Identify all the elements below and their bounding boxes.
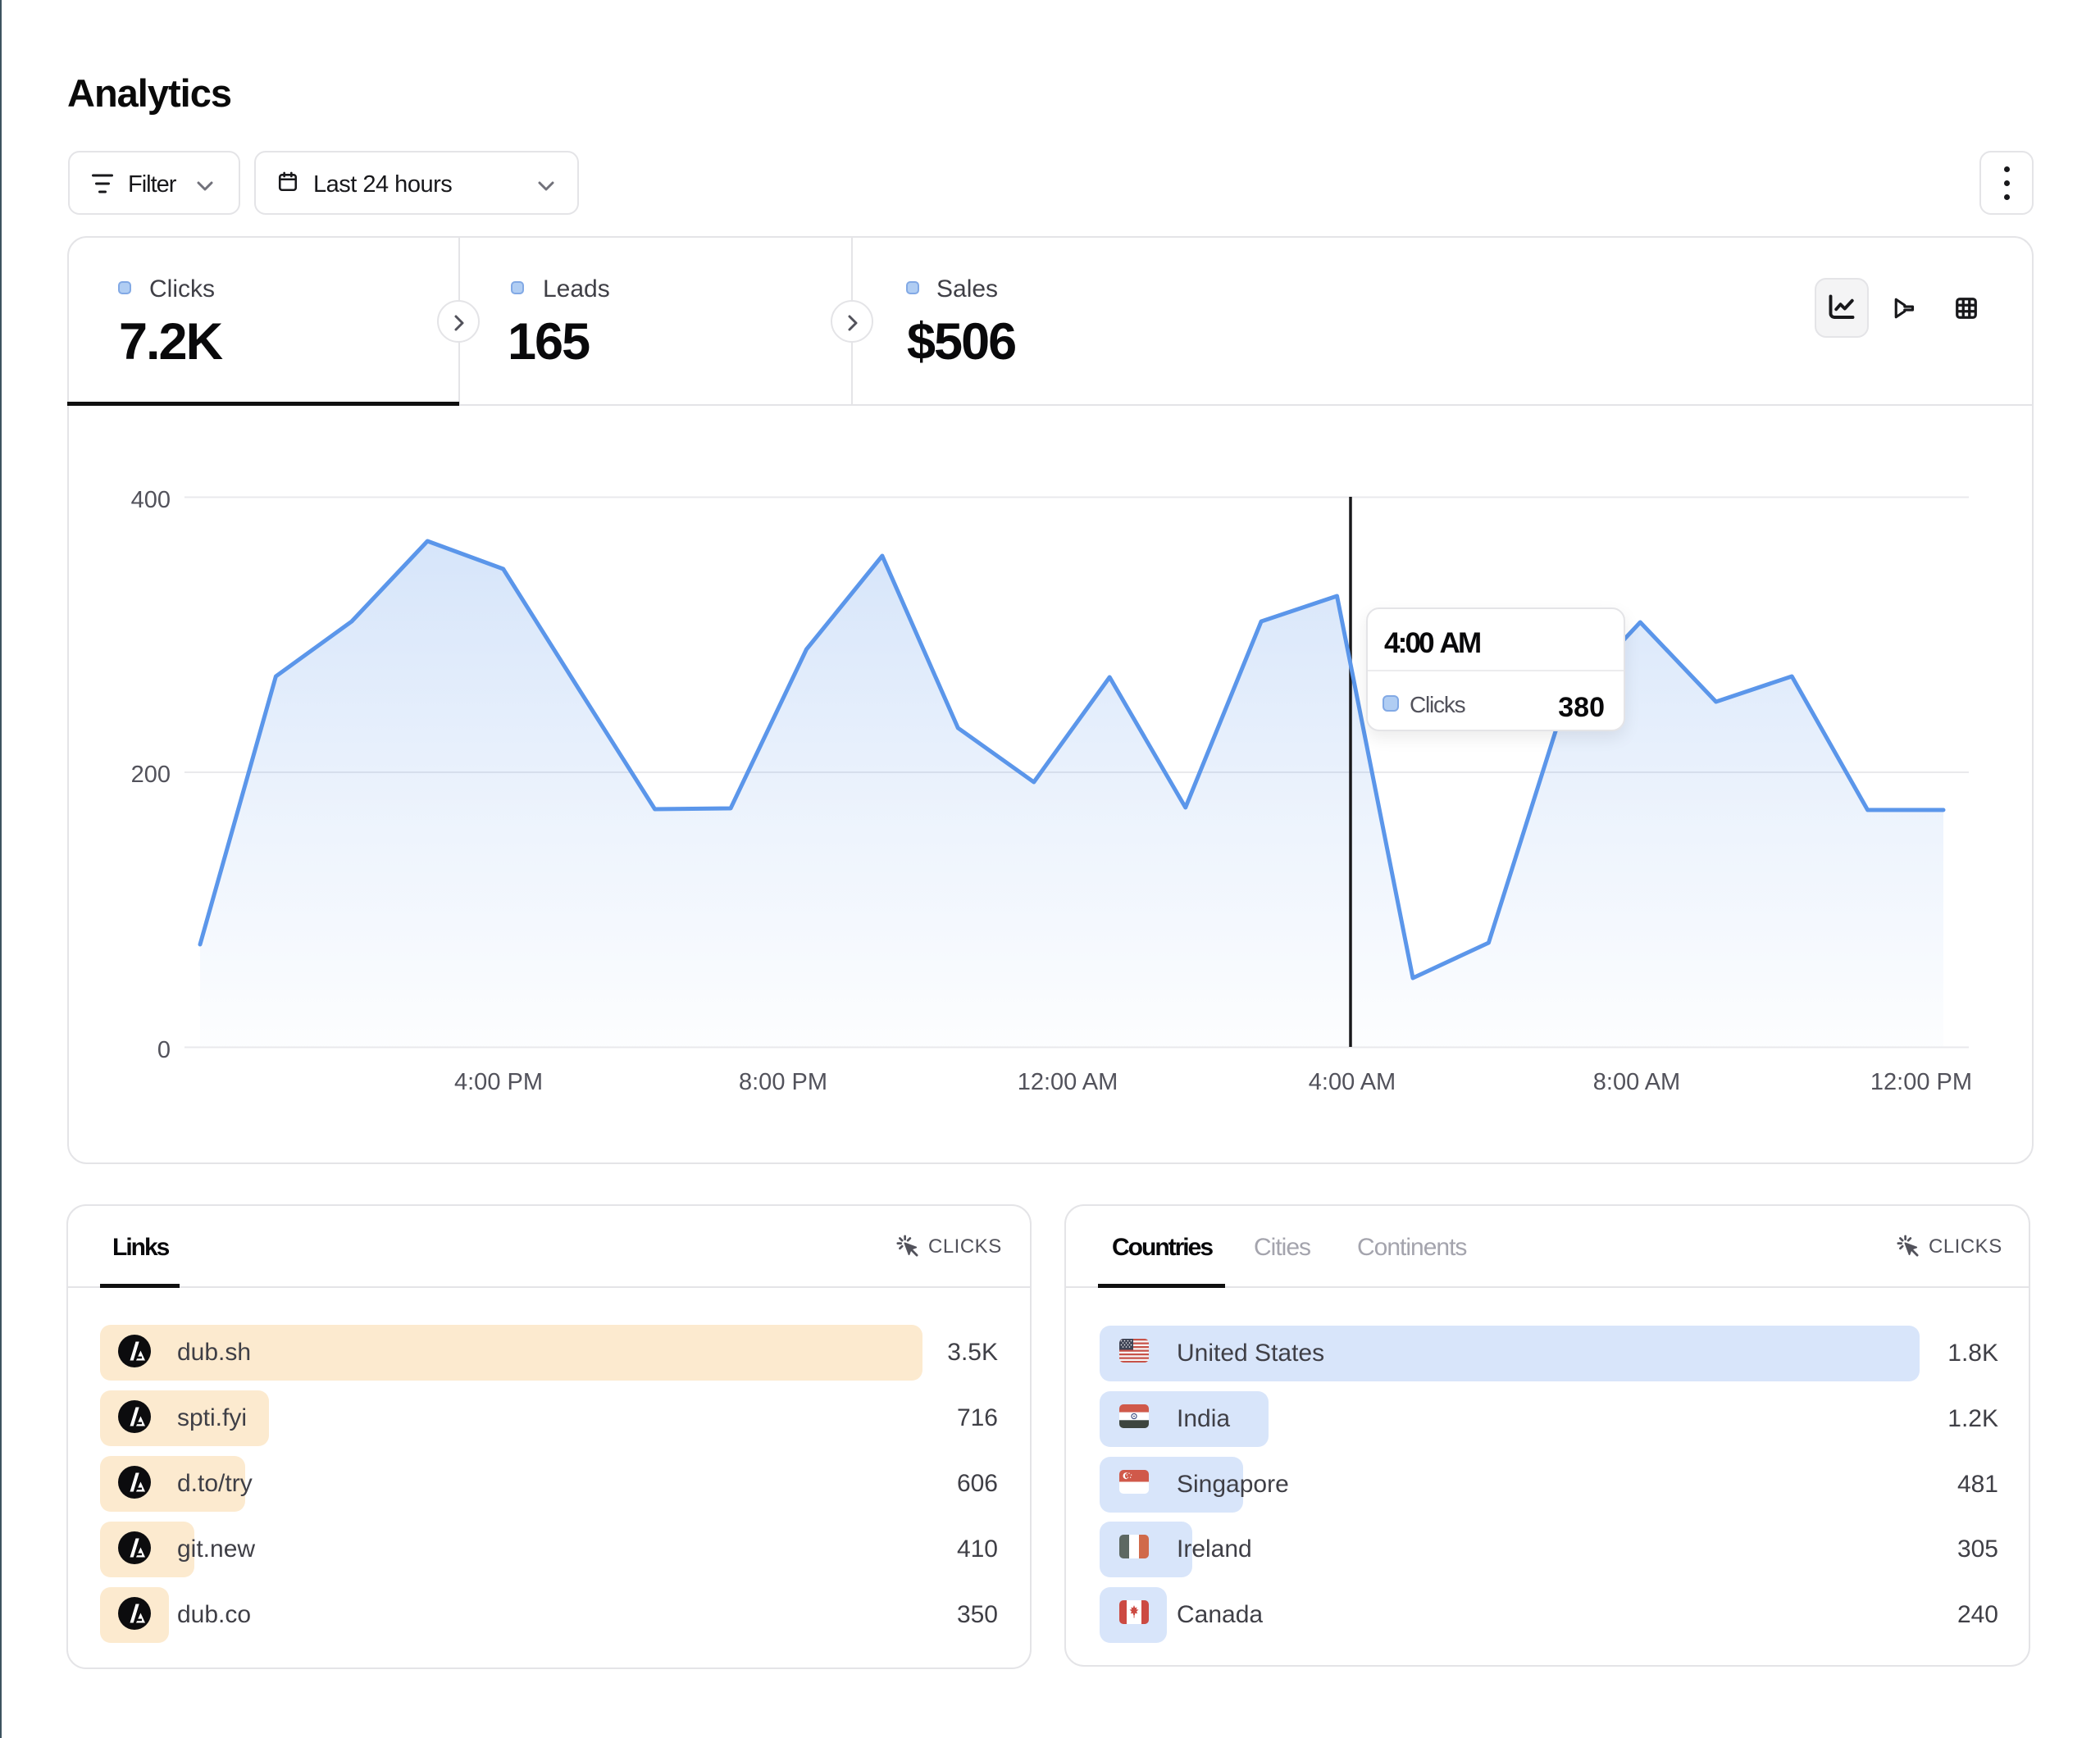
svg-text:4:00 PM: 4:00 PM <box>454 1069 543 1095</box>
svg-text:12:00 AM: 12:00 AM <box>1018 1069 1118 1095</box>
svg-text:4:00 AM: 4:00 AM <box>1309 1069 1396 1095</box>
svg-text:400: 400 <box>131 487 171 513</box>
svg-text:8:00 AM: 8:00 AM <box>1593 1069 1680 1095</box>
svg-text:12:00 PM: 12:00 PM <box>1870 1069 1972 1095</box>
svg-text:200: 200 <box>131 762 171 788</box>
svg-text:8:00 PM: 8:00 PM <box>739 1069 827 1095</box>
svg-text:0: 0 <box>157 1037 171 1063</box>
